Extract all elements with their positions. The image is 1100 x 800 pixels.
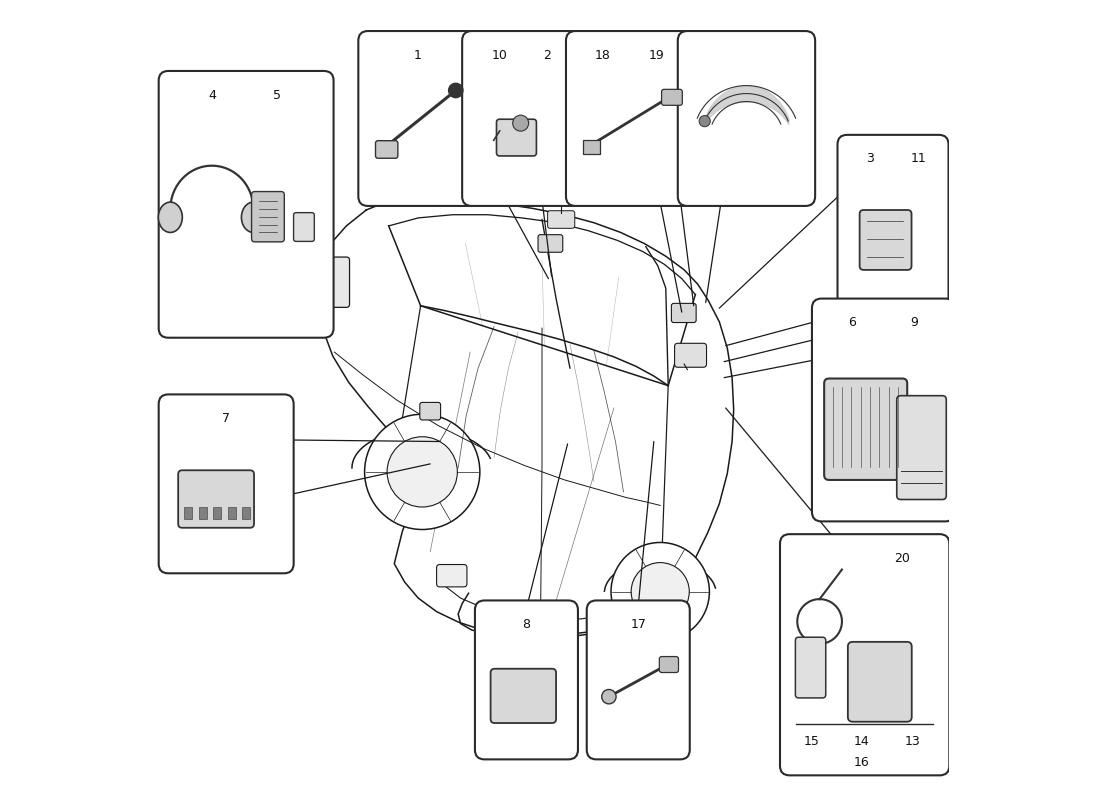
FancyBboxPatch shape <box>294 213 315 242</box>
Text: 9: 9 <box>911 316 918 329</box>
FancyBboxPatch shape <box>548 210 575 228</box>
Bar <box>199 507 207 519</box>
FancyBboxPatch shape <box>475 601 578 759</box>
Text: 4: 4 <box>208 89 216 102</box>
FancyBboxPatch shape <box>462 31 581 206</box>
Circle shape <box>610 542 710 641</box>
Text: 6: 6 <box>848 316 857 329</box>
FancyBboxPatch shape <box>780 534 949 775</box>
Text: 16: 16 <box>854 756 869 769</box>
Text: 15: 15 <box>804 735 820 749</box>
Text: 19: 19 <box>649 49 664 62</box>
FancyBboxPatch shape <box>678 31 815 206</box>
FancyBboxPatch shape <box>812 298 955 522</box>
FancyBboxPatch shape <box>896 396 946 499</box>
FancyBboxPatch shape <box>583 140 601 154</box>
FancyBboxPatch shape <box>661 90 682 106</box>
Text: 2: 2 <box>542 49 550 62</box>
Circle shape <box>364 414 480 530</box>
Text: 14: 14 <box>854 735 869 749</box>
Text: 17: 17 <box>630 618 646 631</box>
FancyBboxPatch shape <box>659 657 679 673</box>
FancyBboxPatch shape <box>674 343 706 367</box>
Bar <box>242 507 250 519</box>
FancyBboxPatch shape <box>795 638 826 698</box>
Ellipse shape <box>241 202 265 233</box>
FancyBboxPatch shape <box>859 210 912 270</box>
Text: 7: 7 <box>222 412 230 425</box>
FancyBboxPatch shape <box>634 578 683 606</box>
FancyBboxPatch shape <box>359 31 477 206</box>
Ellipse shape <box>158 202 183 233</box>
FancyBboxPatch shape <box>316 257 350 307</box>
Circle shape <box>602 690 616 704</box>
Text: 18: 18 <box>595 49 610 62</box>
Text: 11: 11 <box>911 153 926 166</box>
FancyBboxPatch shape <box>848 642 912 722</box>
Text: 10: 10 <box>492 49 507 62</box>
FancyBboxPatch shape <box>375 141 398 158</box>
FancyBboxPatch shape <box>586 601 690 759</box>
FancyBboxPatch shape <box>252 191 284 242</box>
FancyBboxPatch shape <box>496 119 537 156</box>
Circle shape <box>513 115 529 131</box>
Circle shape <box>631 562 690 621</box>
Bar <box>185 507 192 519</box>
Text: 13: 13 <box>905 735 921 749</box>
FancyBboxPatch shape <box>837 135 948 310</box>
FancyBboxPatch shape <box>178 470 254 528</box>
FancyBboxPatch shape <box>158 71 333 338</box>
FancyBboxPatch shape <box>491 669 557 723</box>
FancyBboxPatch shape <box>671 303 696 322</box>
FancyBboxPatch shape <box>824 378 907 480</box>
FancyBboxPatch shape <box>420 402 441 420</box>
Text: 3: 3 <box>866 153 874 166</box>
Bar <box>228 507 235 519</box>
FancyBboxPatch shape <box>437 565 466 587</box>
Text: 20: 20 <box>894 552 910 565</box>
FancyBboxPatch shape <box>538 234 563 252</box>
FancyBboxPatch shape <box>566 31 693 206</box>
FancyBboxPatch shape <box>158 394 294 574</box>
Circle shape <box>700 115 711 126</box>
Text: 1: 1 <box>414 49 421 62</box>
Bar <box>213 507 221 519</box>
Circle shape <box>387 437 458 507</box>
Text: 8: 8 <box>522 618 530 631</box>
Text: 5: 5 <box>273 89 282 102</box>
Circle shape <box>449 83 463 98</box>
